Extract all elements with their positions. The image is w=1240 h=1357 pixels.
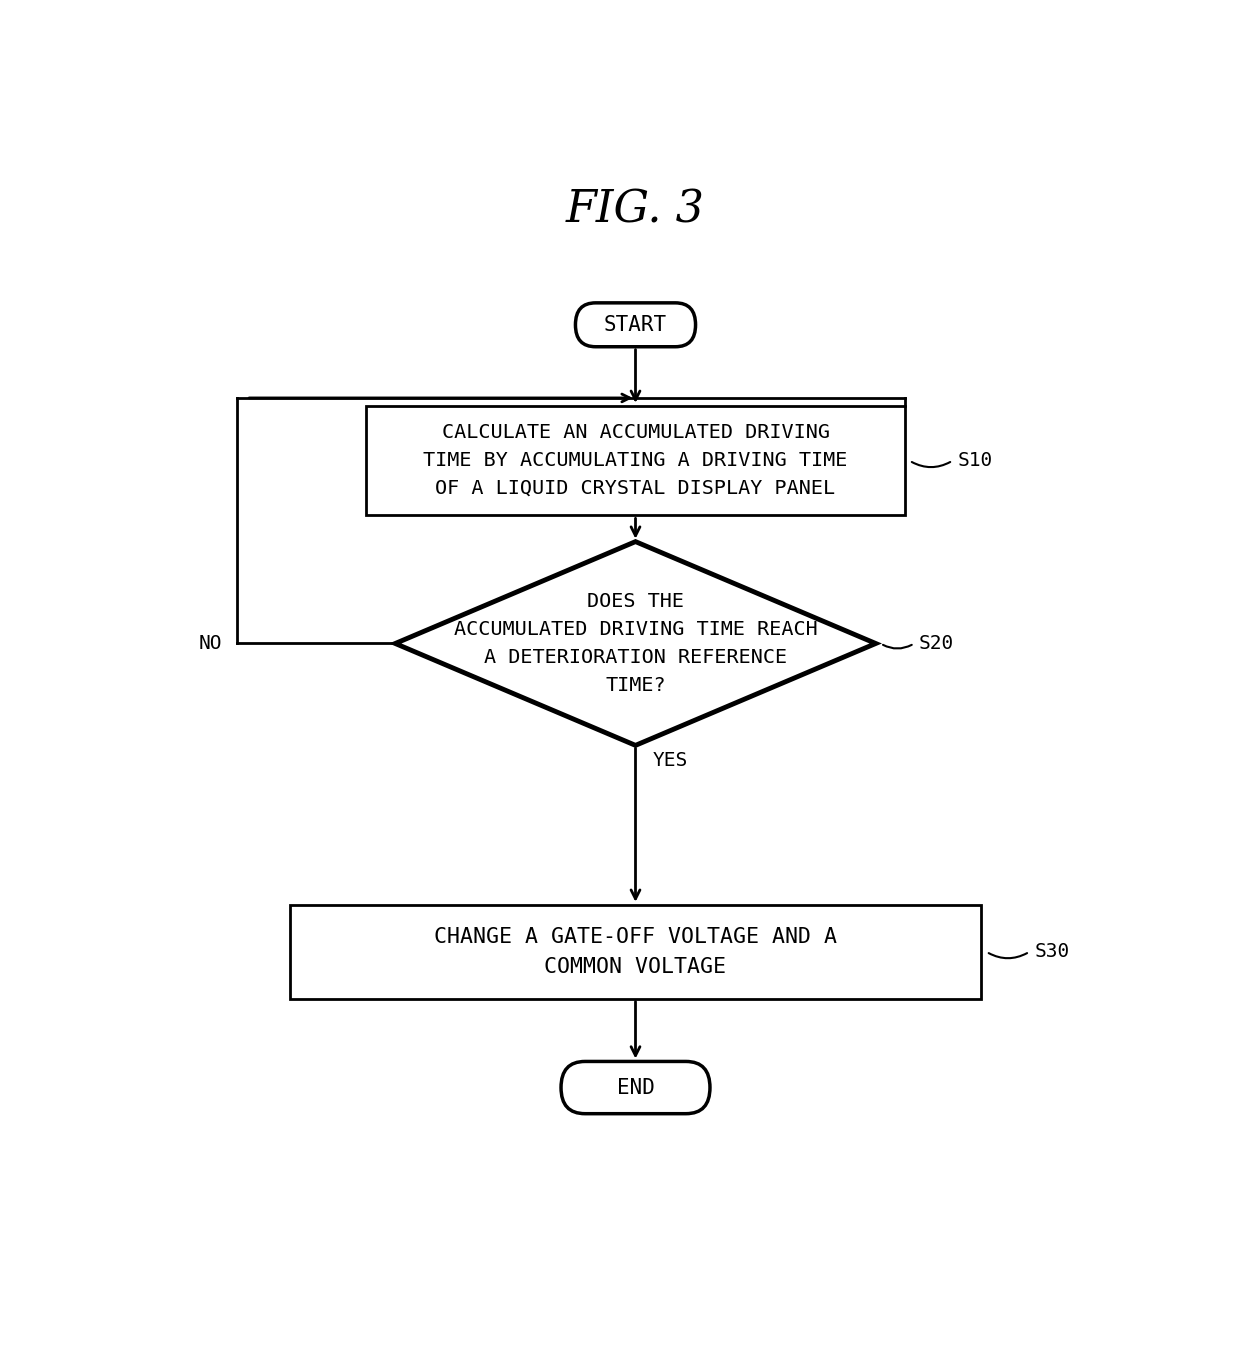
Polygon shape (396, 541, 875, 745)
Text: YES: YES (652, 750, 688, 769)
Text: S10: S10 (957, 451, 993, 470)
Text: START: START (604, 315, 667, 335)
Bar (290, 905, 982, 999)
Text: CALCULATE AN ACCUMULATED DRIVING
TIME BY ACCUMULATING A DRIVING TIME
OF A LIQUID: CALCULATE AN ACCUMULATED DRIVING TIME BY… (423, 423, 848, 498)
Text: S20: S20 (919, 634, 955, 653)
Text: CHANGE A GATE-OFF VOLTAGE AND A
COMMON VOLTAGE: CHANGE A GATE-OFF VOLTAGE AND A COMMON V… (434, 927, 837, 977)
Text: NO: NO (198, 634, 222, 653)
Bar (367, 406, 905, 516)
Text: S30: S30 (1034, 942, 1070, 961)
FancyBboxPatch shape (575, 303, 696, 347)
FancyBboxPatch shape (560, 1061, 711, 1114)
Text: FIG. 3: FIG. 3 (565, 189, 706, 232)
Text: END: END (616, 1077, 655, 1098)
Text: DOES THE
ACCUMULATED DRIVING TIME REACH
A DETERIORATION REFERENCE
TIME?: DOES THE ACCUMULATED DRIVING TIME REACH … (454, 592, 817, 695)
